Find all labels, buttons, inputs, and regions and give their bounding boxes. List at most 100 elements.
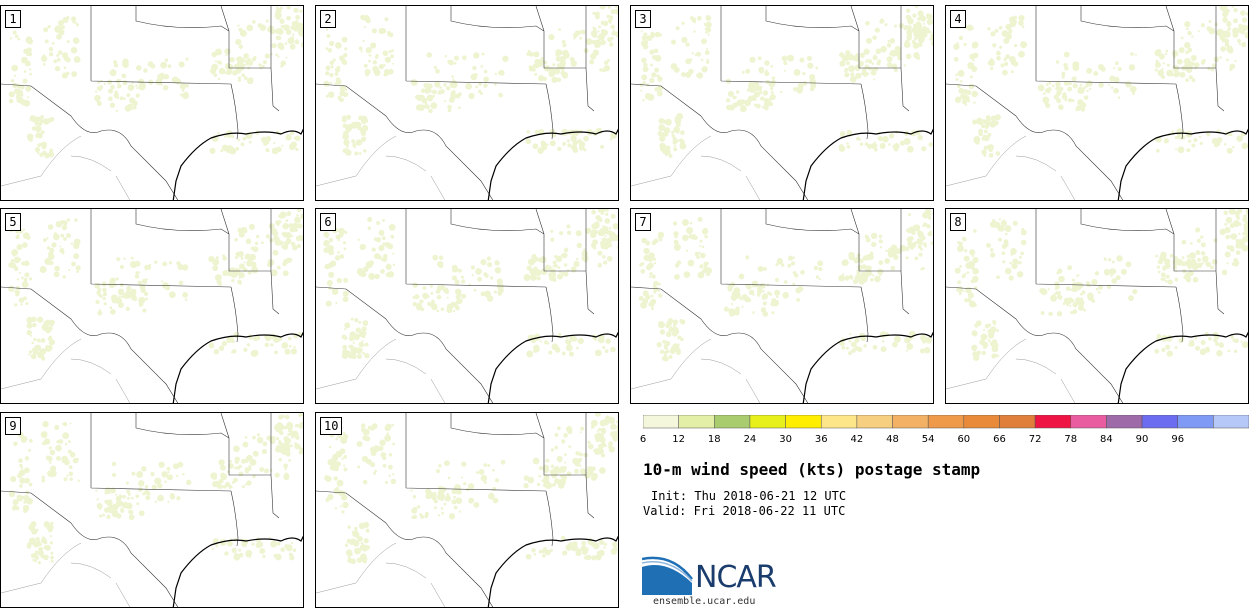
mexico-borders xyxy=(1,542,131,607)
member-number-label: 5 xyxy=(5,213,21,231)
regional-map xyxy=(1,413,303,607)
wind-speed-field xyxy=(8,209,303,361)
ensemble-member-panel: 10 xyxy=(315,412,619,608)
wind-speed-field xyxy=(954,209,1248,361)
ensemble-member-panel: 5 xyxy=(0,208,304,404)
member-number-label: 1 xyxy=(5,10,21,28)
member-number-label: 3 xyxy=(635,10,651,28)
state-borders xyxy=(1,209,280,403)
member-number-label: 2 xyxy=(320,10,336,28)
colorbar-segment xyxy=(714,415,751,429)
colorbar-tick-label: 96 xyxy=(1171,434,1185,445)
coastline xyxy=(802,331,933,403)
mexico-borders xyxy=(1,338,131,403)
mexico-borders xyxy=(316,135,446,200)
valid-time: Valid: Fri 2018-06-22 11 UTC xyxy=(643,504,846,518)
colorbar-segment xyxy=(1070,415,1107,429)
regional-map xyxy=(946,6,1248,200)
colorbar-tick-label: 18 xyxy=(707,434,721,445)
ensemble-member-panel: 4 xyxy=(945,5,1249,201)
ensemble-member-panel: 6 xyxy=(315,208,619,404)
colorbar-tick-label: 6 xyxy=(639,434,647,445)
regional-map xyxy=(1,209,303,403)
member-number-label: 10 xyxy=(320,417,343,435)
wind-speed-field xyxy=(323,6,618,156)
colorbar-segment xyxy=(1213,415,1249,429)
ensemble-member-panel: 7 xyxy=(630,208,934,404)
member-number-label: 9 xyxy=(5,417,21,435)
regional-map xyxy=(631,209,933,403)
colorbar-tick-label: 66 xyxy=(993,434,1006,445)
ncar-logo-icon xyxy=(642,556,693,595)
state-borders xyxy=(946,6,1225,200)
regional-map xyxy=(316,413,618,607)
mexico-borders xyxy=(946,135,1076,200)
colorbar-tick-label: 84 xyxy=(1100,434,1113,445)
mexico-borders xyxy=(631,338,761,403)
state-borders xyxy=(946,209,1225,403)
coastline xyxy=(172,535,303,607)
wind-speed-colorbar xyxy=(643,415,1249,429)
coastline xyxy=(172,331,303,403)
wind-speed-field xyxy=(8,6,303,159)
member-number-label: 7 xyxy=(635,213,651,231)
regional-map xyxy=(1,6,303,200)
regional-map xyxy=(631,6,933,200)
coastline xyxy=(487,331,618,403)
wind-speed-field xyxy=(638,209,933,362)
state-borders xyxy=(316,6,595,200)
colorbar-tick-label: 30 xyxy=(779,434,792,445)
colorbar-tick-label: 12 xyxy=(672,434,686,445)
colorbar-segment xyxy=(856,415,893,429)
colorbar-segment xyxy=(1177,415,1214,429)
colorbar-tick-label: 72 xyxy=(1028,434,1042,445)
colorbar-segment xyxy=(892,415,929,429)
wind-speed-field xyxy=(639,6,933,158)
plot-title: 10-m wind speed (kts) postage stamp xyxy=(643,460,981,479)
state-borders xyxy=(631,209,910,403)
colorbar-tick-label: 78 xyxy=(1064,434,1078,445)
state-borders xyxy=(1,6,280,200)
member-number-label: 6 xyxy=(320,213,336,231)
state-borders xyxy=(316,209,595,403)
website-url: ensemble.ucar.edu xyxy=(653,596,756,607)
coastline xyxy=(487,535,618,607)
state-borders xyxy=(1,413,280,607)
colorbar-segment xyxy=(749,415,786,429)
coastline xyxy=(487,128,618,200)
mexico-borders xyxy=(946,338,1076,403)
coastline xyxy=(1117,331,1248,403)
wind-speed-field xyxy=(8,413,303,565)
member-number-label: 4 xyxy=(950,10,966,28)
colorbar-tick-label: 48 xyxy=(886,434,899,445)
regional-map xyxy=(316,209,618,403)
colorbar-segment xyxy=(999,415,1036,429)
regional-map xyxy=(316,6,618,200)
wind-speed-field xyxy=(324,413,618,565)
mexico-borders xyxy=(316,338,446,403)
colorbar-segment xyxy=(643,415,679,429)
ensemble-member-panel: 2 xyxy=(315,5,619,201)
init-time: Init: Thu 2018-06-21 12 UTC xyxy=(651,489,847,503)
colorbar-segment xyxy=(927,415,965,429)
wind-speed-field xyxy=(953,6,1248,158)
ensemble-member-panel: 8 xyxy=(945,208,1249,404)
wind-speed-field xyxy=(323,209,618,360)
state-borders xyxy=(316,413,595,607)
colorbar-tick-label: 24 xyxy=(743,434,757,445)
colorbar-segment xyxy=(963,415,1000,429)
regional-map xyxy=(946,209,1248,403)
colorbar-segment xyxy=(1141,415,1178,429)
coastline xyxy=(802,128,933,200)
colorbar-tick-label: 42 xyxy=(850,434,864,445)
ensemble-member-panel: 9 xyxy=(0,412,304,608)
coastline xyxy=(1117,128,1248,200)
ensemble-member-panel: 1 xyxy=(0,5,304,201)
mexico-borders xyxy=(1,135,131,200)
colorbar-segment xyxy=(1106,415,1143,429)
colorbar-segment xyxy=(1034,415,1072,429)
colorbar-segment xyxy=(820,415,858,429)
coastline xyxy=(172,128,303,200)
colorbar-segment xyxy=(785,415,822,429)
colorbar-tick-label: 60 xyxy=(957,434,971,445)
